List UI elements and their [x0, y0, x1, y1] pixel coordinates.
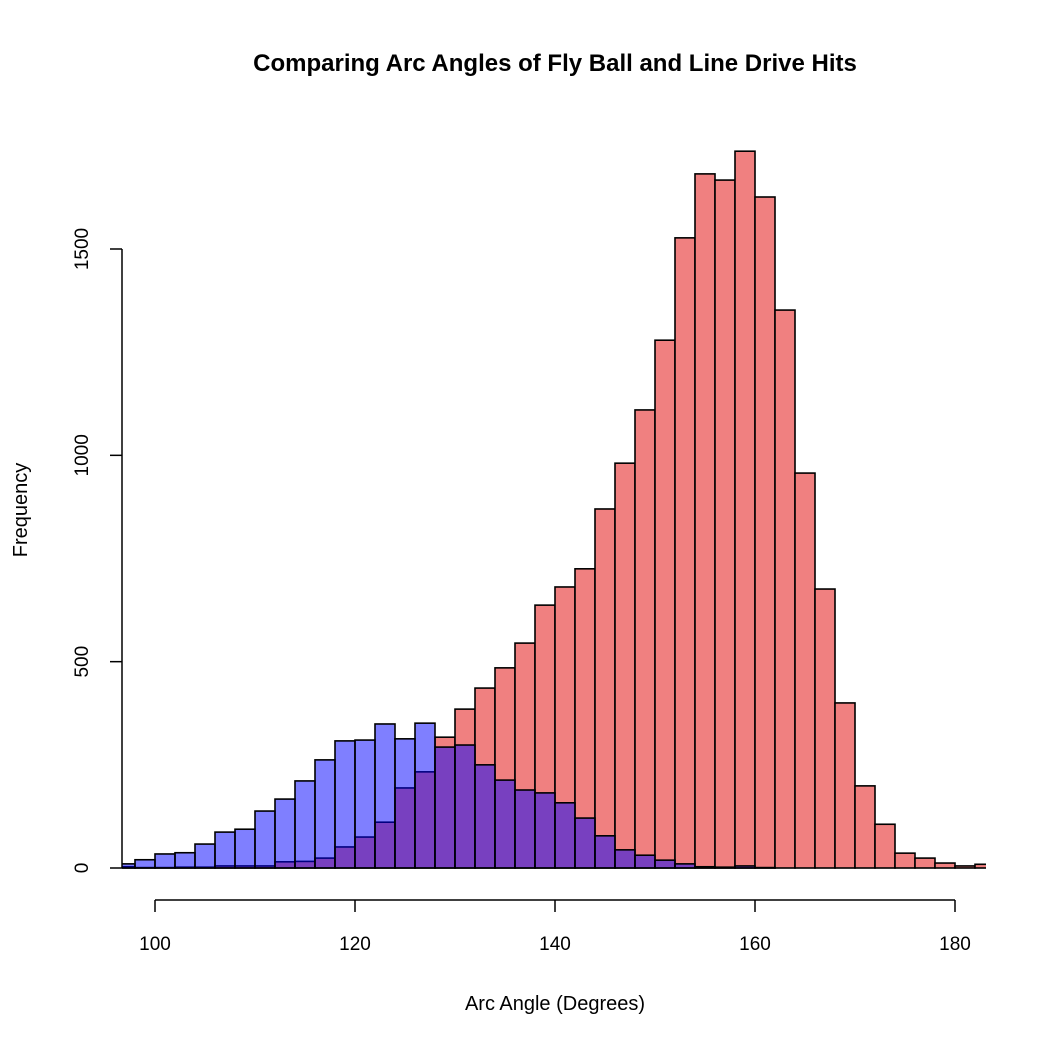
- histogram-bar-series-1: [694, 865, 716, 869]
- histogram-bar-series-0: [614, 462, 636, 869]
- bars-group: [122, 150, 986, 869]
- histogram-bar-series-0: [954, 865, 976, 869]
- y-axis-label: Frequency: [10, 463, 32, 558]
- histogram-bar-series-0: [734, 150, 756, 869]
- histogram-bar-series-0: [934, 862, 956, 869]
- histogram-bar-series-1: [554, 801, 576, 869]
- histogram-bar-series-1: [734, 865, 756, 869]
- histogram-bar-series-1: [214, 831, 236, 869]
- histogram-bar-series-0: [634, 409, 656, 869]
- axes-group: 100 120 140 160 180 0 500 1000 1500: [72, 228, 971, 955]
- histogram-bar-series-0: [674, 237, 696, 869]
- x-tick-label: 140: [539, 934, 571, 955]
- histogram-bar-series-0: [694, 173, 716, 869]
- histogram-bar-series-1: [314, 759, 336, 869]
- histogram-bar-series-0: [894, 852, 916, 869]
- histogram-bar-series-1: [434, 746, 456, 869]
- histogram-bar-series-0: [754, 196, 776, 869]
- histogram-bar-series-0: [974, 863, 986, 869]
- histogram-bar-series-1: [494, 779, 516, 869]
- histogram-bar-series-0: [654, 339, 676, 869]
- histogram-bar-series-1: [534, 792, 556, 869]
- histogram-bar-series-1: [354, 739, 376, 869]
- histogram-bar-series-1: [594, 835, 616, 869]
- histogram-bar-series-0: [854, 785, 876, 869]
- histogram-bar-series-0: [814, 588, 836, 869]
- histogram-bar-series-1: [134, 858, 156, 869]
- histogram-bar-series-0: [714, 179, 736, 869]
- x-axis-label: Arc Angle (Degrees): [465, 993, 645, 1015]
- histogram-bar-series-0: [874, 823, 896, 869]
- histogram-bar-series-1: [414, 722, 436, 869]
- histogram-bar-series-1: [574, 817, 596, 869]
- x-tick-label: 100: [139, 934, 171, 955]
- y-tick-label: 500: [72, 646, 93, 678]
- histogram-bar-series-0: [594, 508, 616, 869]
- y-tick-label: 1500: [72, 228, 93, 270]
- histogram-bar-series-1: [334, 740, 356, 869]
- histogram-bar-series-0: [834, 702, 856, 869]
- histogram-bar-series-1: [254, 810, 276, 869]
- chart-title: Comparing Arc Angles of Fly Ball and Lin…: [253, 50, 857, 77]
- histogram-bar-series-1: [174, 851, 196, 869]
- histogram-bar-series-1: [374, 723, 396, 869]
- y-tick-label: 1000: [72, 434, 93, 476]
- histogram-bar-series-1: [454, 744, 476, 869]
- histogram-bar-series-1: [634, 854, 656, 869]
- histogram-bar-series-1: [154, 853, 176, 869]
- histogram-bar-series-1: [394, 738, 416, 869]
- histogram-bar-series-1: [294, 780, 316, 869]
- x-tick-label: 160: [739, 934, 771, 955]
- x-tick-label: 180: [939, 934, 971, 955]
- histogram-bar-series-1: [714, 866, 736, 869]
- y-tick-label: 0: [72, 863, 93, 874]
- histogram-bar-series-1: [234, 828, 256, 869]
- histogram-bar-series-1: [674, 863, 696, 869]
- x-tick-label: 120: [339, 934, 371, 955]
- histogram-bar-series-1: [474, 764, 496, 869]
- histogram-bar-series-1: [514, 789, 536, 869]
- histogram-bar-series-1: [274, 798, 296, 869]
- histogram-bar-series-1: [614, 849, 636, 869]
- histogram-bar-series-1: [194, 843, 216, 869]
- histogram-bar-series-1: [654, 859, 676, 869]
- histogram-bar-series-0: [794, 472, 816, 869]
- histogram-bar-series-0: [914, 857, 936, 869]
- histogram-bar-series-0: [774, 309, 796, 869]
